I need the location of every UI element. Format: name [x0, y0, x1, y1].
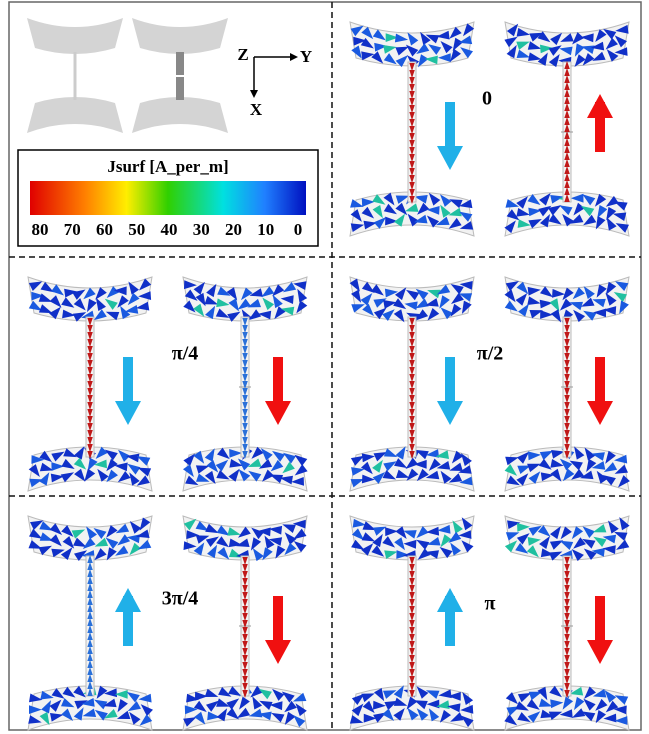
phase-label: 3π/4 [162, 588, 199, 610]
axis-y: Y [300, 47, 312, 66]
phase-label: π [485, 593, 496, 615]
flow-arrow [273, 357, 283, 407]
colorbar-tick: 80 [32, 220, 49, 239]
flow-arrow [445, 357, 455, 407]
stem [74, 52, 77, 100]
colorbar-tick: 10 [257, 220, 274, 239]
colorbar-tick: 30 [193, 220, 210, 239]
colorbar-tick: 40 [161, 220, 178, 239]
axis-z: Z [237, 45, 248, 64]
flow-arrow [595, 357, 605, 407]
flow-arrow [445, 102, 455, 152]
phase-label: 0 [482, 88, 492, 110]
figure: Z Y X Jsurf [A_per_m] 80 70 60 50 40 30 20 10 0 0… [0, 0, 649, 734]
flow-arrow [273, 596, 283, 646]
phase-label: π/2 [477, 343, 504, 365]
colorbar-tick: 50 [128, 220, 145, 239]
colorbar-tick: 0 [294, 220, 303, 239]
colorbar-title: Jsurf [A_per_m] [107, 157, 228, 176]
flow-arrow [595, 596, 605, 646]
colorbar [30, 181, 306, 215]
colorbar-tick: 70 [64, 220, 81, 239]
flow-arrow [123, 357, 133, 407]
colorbar-tick: 60 [96, 220, 113, 239]
phase-label: π/4 [172, 343, 199, 365]
axis-x: X [250, 100, 263, 119]
colorbar-tick: 20 [225, 220, 242, 239]
